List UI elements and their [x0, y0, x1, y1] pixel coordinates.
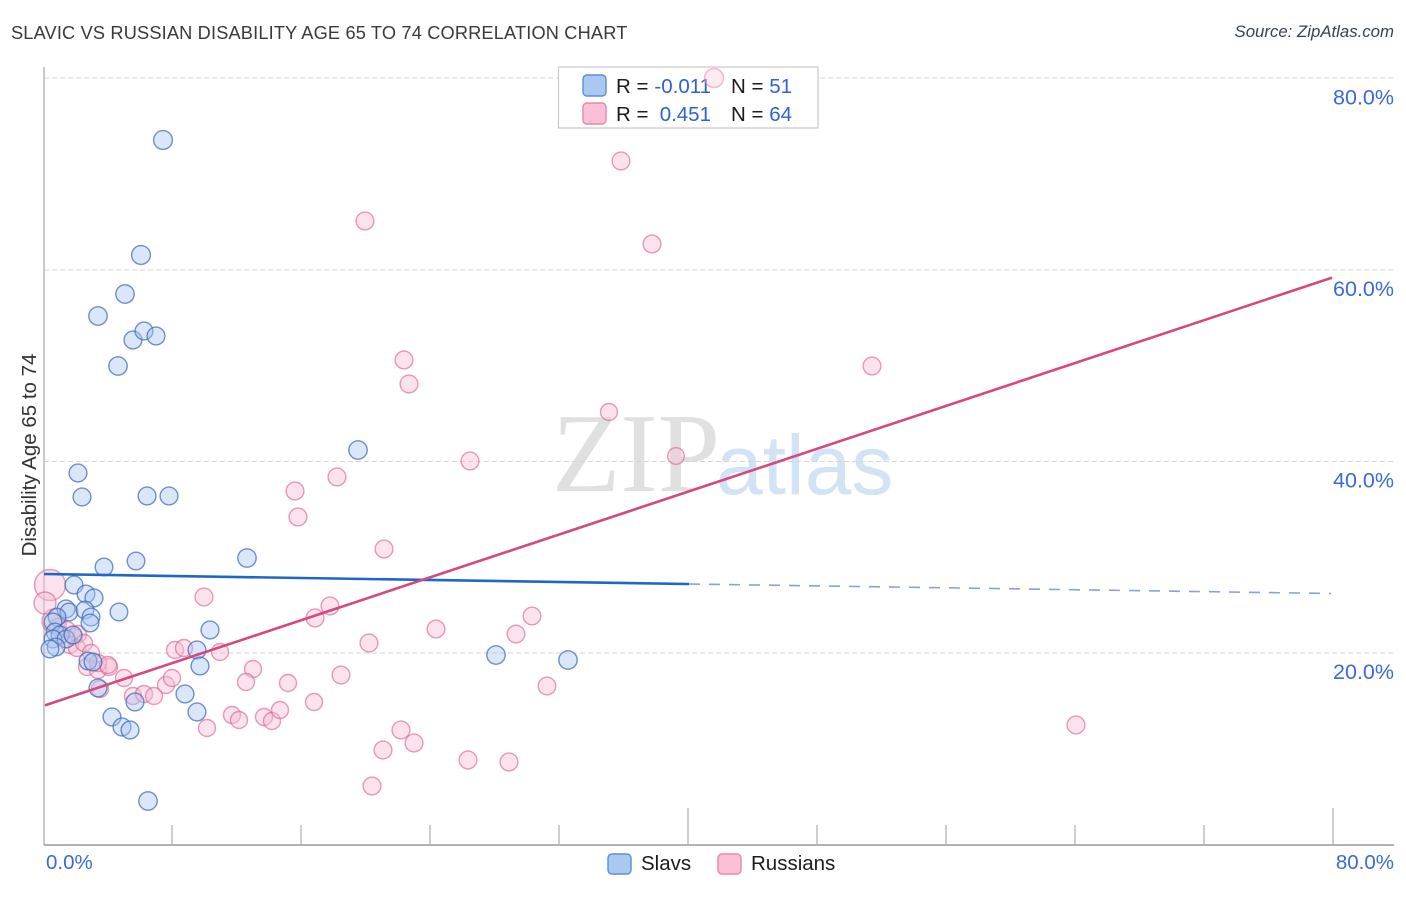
svg-text:SLAVIC VS RUSSIAN DISABILITY A: SLAVIC VS RUSSIAN DISABILITY AGE 65 TO 7…	[11, 23, 627, 43]
svg-text:64: 64	[769, 103, 792, 126]
svg-text:Disability Age 65 to 74: Disability Age 65 to 74	[18, 354, 41, 557]
svg-text:51: 51	[769, 75, 792, 98]
svg-text:80.0%: 80.0%	[1336, 851, 1394, 874]
svg-text:0.0%: 0.0%	[46, 851, 93, 874]
svg-text:ZIP: ZIP	[552, 392, 720, 516]
svg-text:60.0%: 60.0%	[1333, 277, 1394, 301]
svg-text:R =: R =	[616, 103, 648, 126]
svg-text:-0.011: -0.011	[654, 75, 711, 98]
svg-text:80.0%: 80.0%	[1333, 86, 1394, 110]
svg-text:N =: N =	[731, 103, 763, 126]
svg-text:0.451: 0.451	[660, 103, 711, 126]
svg-text:20.0%: 20.0%	[1333, 660, 1394, 684]
svg-text:40.0%: 40.0%	[1333, 469, 1394, 493]
svg-text:Source: ZipAtlas.com: Source: ZipAtlas.com	[1235, 22, 1395, 41]
svg-text:Slavs: Slavs	[641, 852, 691, 875]
svg-text:N =: N =	[731, 75, 763, 98]
svg-text:Russians: Russians	[751, 852, 835, 875]
svg-text:R =: R =	[616, 75, 648, 98]
